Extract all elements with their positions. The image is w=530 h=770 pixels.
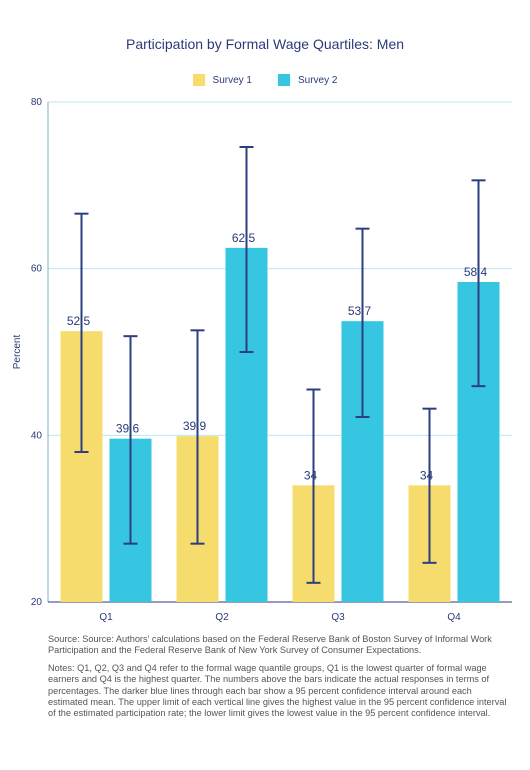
data-label-q1-series-1: 52.5 xyxy=(67,314,91,328)
source-note: Source: Source: Authors' calculations ba… xyxy=(48,634,492,656)
x-tick-label-q3: Q3 xyxy=(331,612,345,623)
data-label-q3-series-2: 53.7 xyxy=(348,304,372,318)
legend-swatch-survey-1 xyxy=(192,74,205,86)
legend-item-survey-2[interactable]: Survey 2 xyxy=(278,74,337,86)
x-tick-label-q4: Q4 xyxy=(447,612,461,623)
data-label-q2-series-2: 62.5 xyxy=(232,231,256,245)
legend-label-survey-2: Survey 2 xyxy=(298,74,338,86)
data-label-q3-series-1: 34 xyxy=(304,468,318,482)
x-tick-label-q2: Q2 xyxy=(215,612,229,623)
legend: Survey 1 Survey 2 xyxy=(0,74,530,86)
y-tick-label-80: 80 xyxy=(31,97,43,108)
x-tick-label-q1: Q1 xyxy=(99,612,113,623)
chart-title: Participation by Formal Wage Quartiles: … xyxy=(125,36,405,52)
data-label-q4-series-2: 58.4 xyxy=(464,265,488,279)
bar-chart: 20 40 60 80 Percent 52.5 39.6 Q1 39.9 62.5 Q2 34 53.… xyxy=(12,97,512,623)
data-label-q1-series-2: 39.6 xyxy=(116,422,140,436)
legend-swatch-survey-2 xyxy=(278,74,290,86)
methodology-note: Notes: Q1, Q2, Q3 and Q4 refer to the fo… xyxy=(48,662,507,719)
data-label-q2-series-1: 39.9 xyxy=(183,419,207,433)
data-label-q4-series-1: 34 xyxy=(420,468,434,482)
legend-label-survey-1: Survey 1 xyxy=(212,74,252,86)
y-tick-label-20: 20 xyxy=(31,597,43,608)
y-tick-label-40: 40 xyxy=(31,430,43,441)
y-axis-label: Percent xyxy=(12,335,23,370)
chart-notes: Source: Source: Authors' calculations ba… xyxy=(48,634,510,726)
legend-item-survey-1[interactable]: Survey 1 xyxy=(192,74,252,86)
y-tick-label-60: 60 xyxy=(31,264,43,275)
